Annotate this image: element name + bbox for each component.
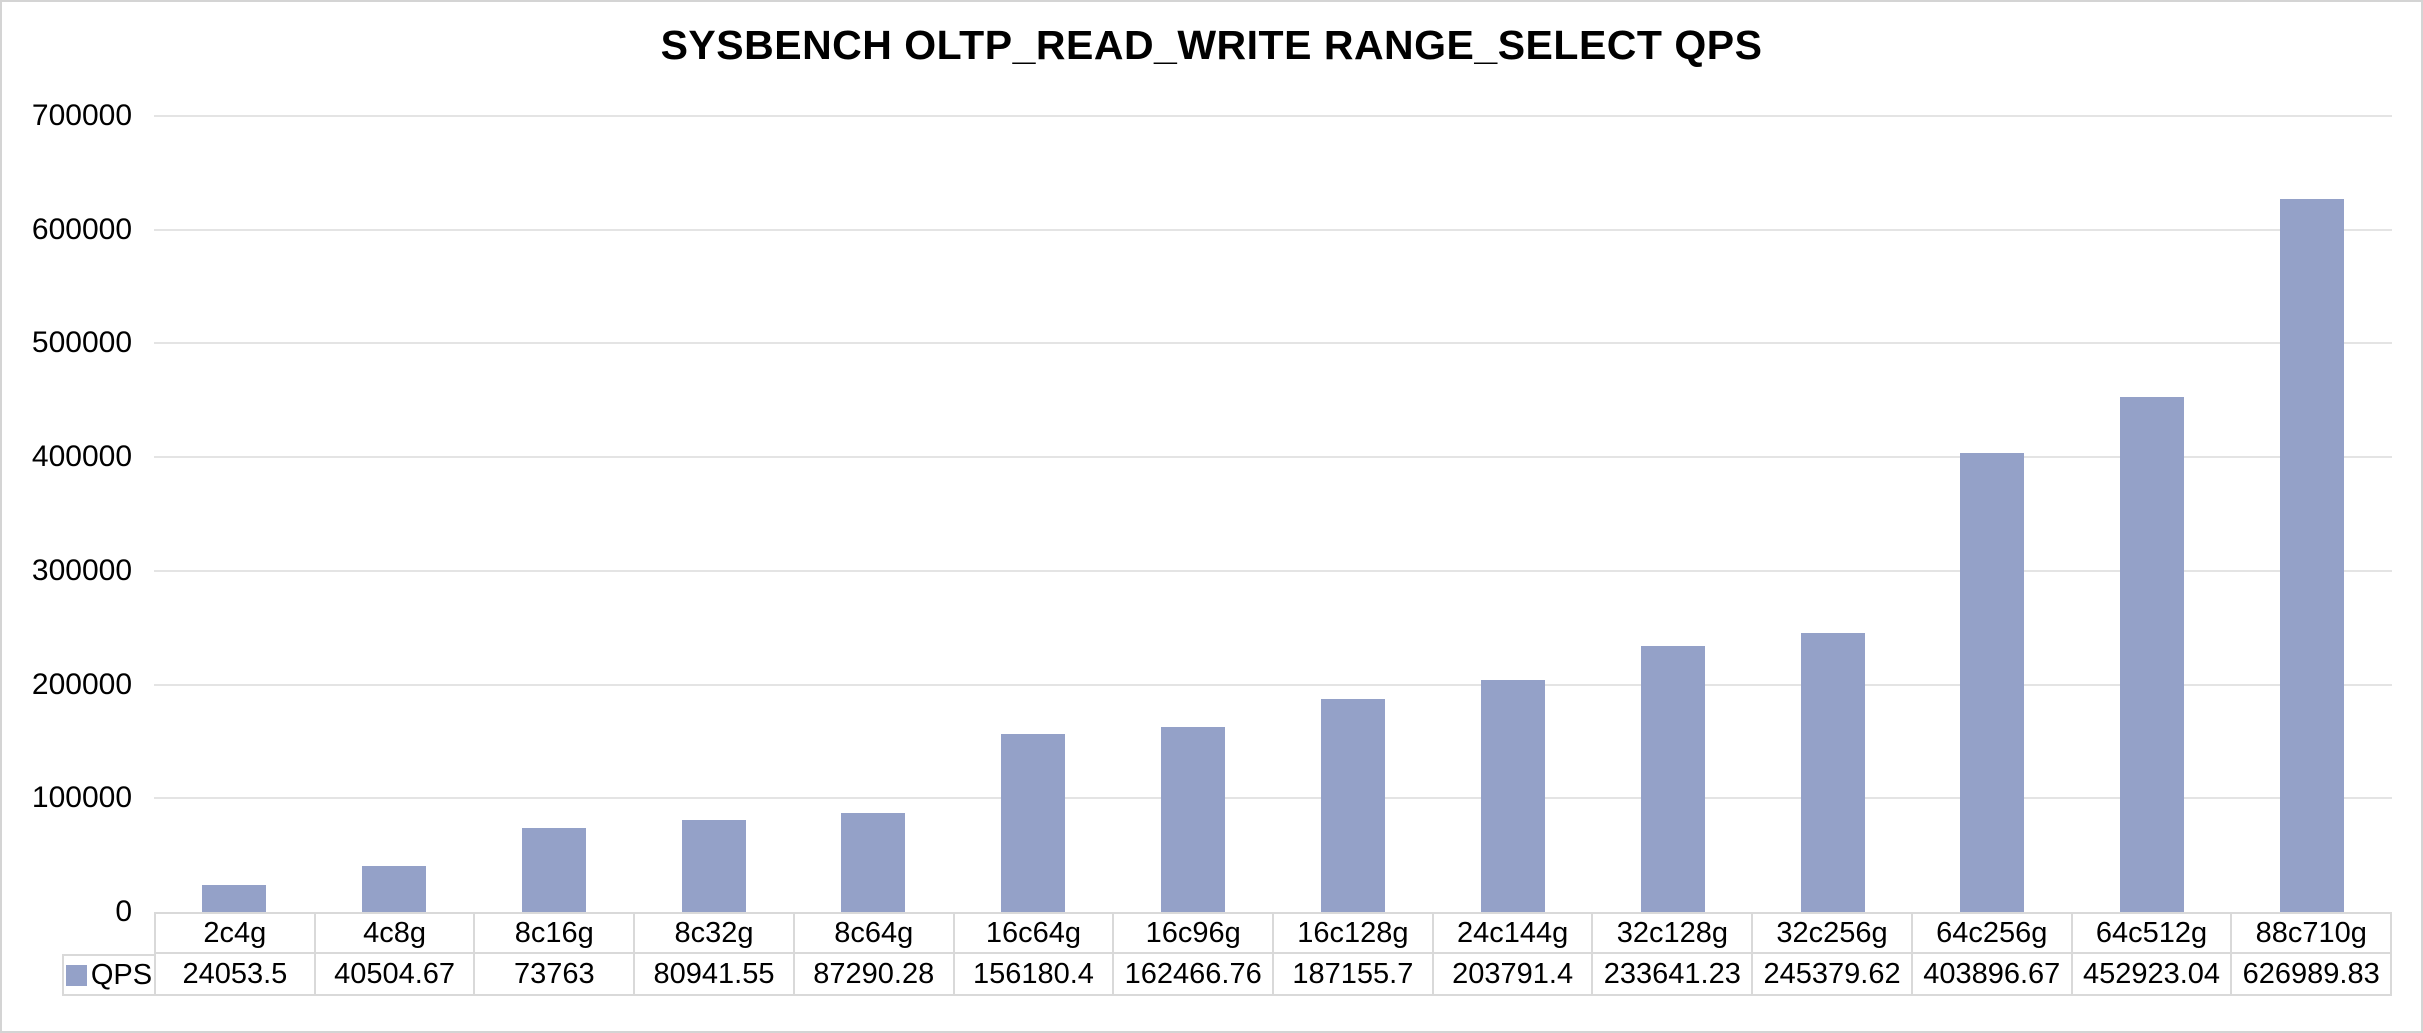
category-row: 2c4g 4c8g 8c16g 8c32g 8c64g 16c64g 16c96g 16c12… xyxy=(62,912,2393,954)
value-cell: 203791.4 xyxy=(1433,954,1594,996)
category-cell: 8c16g xyxy=(475,912,636,954)
bar-16c64g xyxy=(1001,734,1066,912)
y-tick-label: 600000 xyxy=(31,212,132,246)
value-cell: 87290.28 xyxy=(794,954,955,996)
category-cell: 24c144g xyxy=(1433,912,1594,954)
category-cell: 64c256g xyxy=(1912,912,2073,954)
y-tick-label: 300000 xyxy=(31,553,132,587)
value-cell: 80941.55 xyxy=(635,954,795,996)
value-cell: 245379.62 xyxy=(1753,954,1913,996)
legend-label: QPS xyxy=(90,958,153,991)
bar-64c512g xyxy=(2120,396,2185,912)
category-cell: 64c512g xyxy=(2072,912,2233,954)
value-cell: 233641.23 xyxy=(1593,954,1754,996)
legend-cell: QPS xyxy=(62,954,154,996)
bar-32c256g xyxy=(1800,632,1865,912)
y-tick-label: 500000 xyxy=(31,326,132,360)
gridline-400000 xyxy=(154,456,2392,459)
data-table: 2c4g 4c8g 8c16g 8c32g 8c64g 16c64g 16c96g 16c12… xyxy=(62,912,2393,996)
bar-88c710g xyxy=(2280,199,2345,912)
gridline-600000 xyxy=(154,228,2392,231)
value-cell: 403896.67 xyxy=(1912,954,2073,996)
gridline-700000 xyxy=(154,115,2392,117)
bar-16c128g xyxy=(1320,699,1385,912)
value-cell: 73763 xyxy=(475,954,636,996)
gridline-200000 xyxy=(154,683,2392,686)
category-cell: 88c710g xyxy=(2232,912,2393,954)
value-cell: 187155.7 xyxy=(1274,954,1434,996)
category-cell: 2c4g xyxy=(154,912,316,954)
category-cell: 8c64g xyxy=(794,912,955,954)
y-tick-label: 100000 xyxy=(31,781,132,815)
value-cell: 626989.83 xyxy=(2232,954,2393,996)
gridline-100000 xyxy=(154,797,2392,800)
value-cell: 162466.76 xyxy=(1114,954,1275,996)
value-cell: 156180.4 xyxy=(954,954,1115,996)
y-tick-label: 200000 xyxy=(31,667,132,701)
y-tick-label: 700000 xyxy=(31,99,132,132)
bar-24c144g xyxy=(1480,680,1545,912)
y-tick-label: 400000 xyxy=(31,440,132,474)
bar-16c96g xyxy=(1161,727,1226,912)
category-cell: 32c128g xyxy=(1593,912,1754,954)
category-cell: 16c128g xyxy=(1274,912,1434,954)
value-cell: 40504.67 xyxy=(315,954,476,996)
value-cell: 24053.5 xyxy=(154,954,316,996)
qps-series-swatch-icon xyxy=(65,964,87,986)
category-cell: 16c96g xyxy=(1114,912,1275,954)
category-cell: 16c64g xyxy=(954,912,1115,954)
chart-title: SYSBENCH OLTP_READ_WRITE RANGE_SELECT QP… xyxy=(660,22,1763,68)
bar-8c32g xyxy=(681,819,746,912)
gridline-500000 xyxy=(154,342,2392,345)
value-cell: 452923.04 xyxy=(2072,954,2233,996)
gridline-300000 xyxy=(154,569,2392,572)
bar-8c64g xyxy=(841,812,906,912)
bar-32c128g xyxy=(1640,646,1705,912)
value-row: QPS 24053.5 40504.67 73763 80941.55 87290.28… xyxy=(62,954,2393,996)
table-spacer-cell xyxy=(62,912,154,954)
category-cell: 8c32g xyxy=(635,912,795,954)
plot-area xyxy=(154,115,2392,912)
y-tick-label: 0 xyxy=(115,895,132,928)
bar-8c16g xyxy=(521,828,586,912)
bar-4c8g xyxy=(361,865,426,912)
bar-2c4g xyxy=(201,884,266,912)
bar-64c256g xyxy=(1960,452,2025,912)
category-cell: 4c8g xyxy=(315,912,476,954)
category-cell: 32c256g xyxy=(1753,912,1913,954)
